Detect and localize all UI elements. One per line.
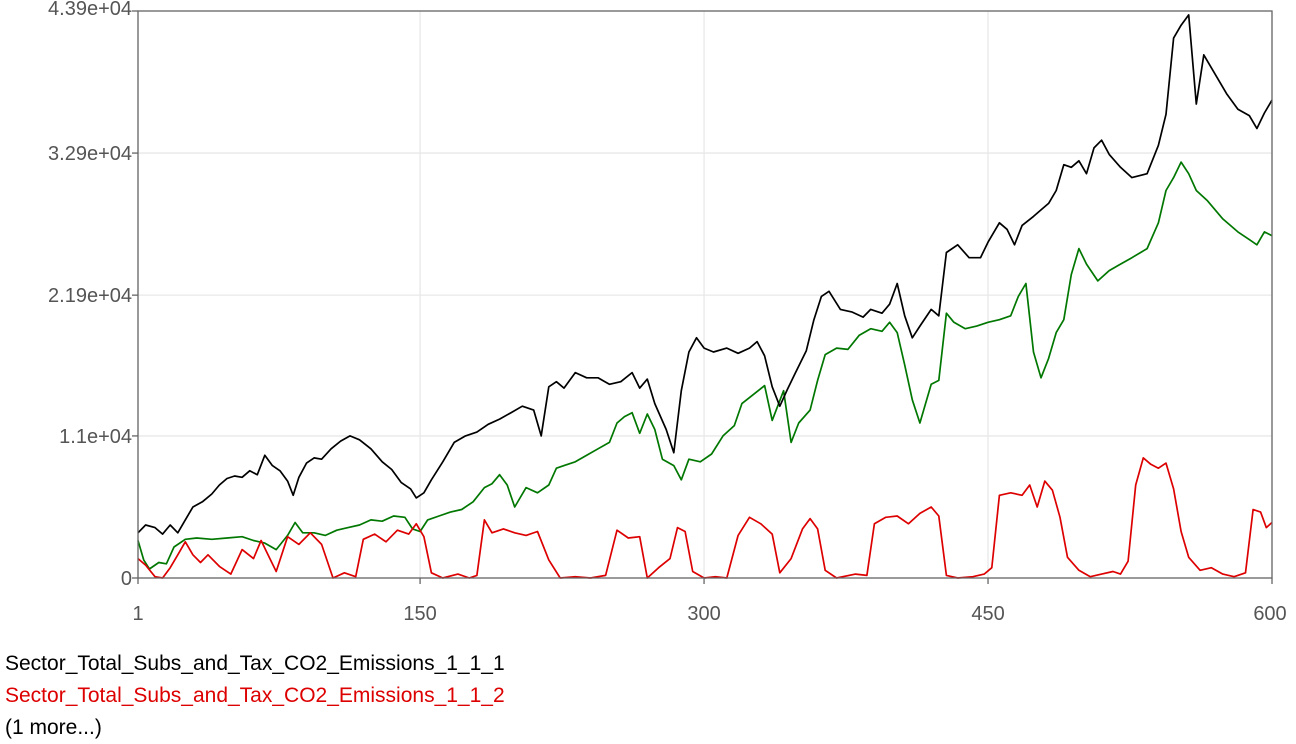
x-tick-label: 150 (403, 603, 436, 625)
legend-entry-series-2[interactable]: Sector_Total_Subs_and_Tax_CO2_Emissions_… (5, 684, 505, 707)
x-tick-label: 300 (687, 603, 720, 625)
x-tick-label: 450 (971, 603, 1004, 625)
legend: Sector_Total_Subs_and_Tax_CO2_Emissions_… (5, 648, 505, 744)
series-line-2[interactable] (137, 457, 1273, 579)
y-tick-label: 1.1e+04 (59, 426, 132, 448)
y-axis: 0 1.1e+04 2.19e+04 3.29e+04 4.39e+04 (48, 0, 138, 590)
grid-lines (137, 10, 1273, 579)
y-tick-label: 0 (121, 568, 132, 590)
x-tick-label: 600 (1253, 603, 1286, 625)
series-layer (137, 14, 1273, 579)
series-line-3[interactable] (137, 161, 1273, 570)
legend-more-link[interactable]: (1 more...) (5, 716, 102, 739)
x-axis: 1 150 300 450 600 (132, 578, 1287, 625)
y-tick-label: 4.39e+04 (48, 0, 132, 20)
line-chart: 0 1.1e+04 2.19e+04 3.29e+04 4.39e+04 1 150 300… (48, 0, 1287, 625)
y-tick-label: 3.29e+04 (48, 143, 132, 165)
y-tick-label: 2.19e+04 (48, 285, 132, 307)
x-tick-label: 1 (132, 603, 143, 625)
series-line-1[interactable] (137, 14, 1273, 535)
legend-entry-series-1[interactable]: Sector_Total_Subs_and_Tax_CO2_Emissions_… (5, 652, 505, 675)
